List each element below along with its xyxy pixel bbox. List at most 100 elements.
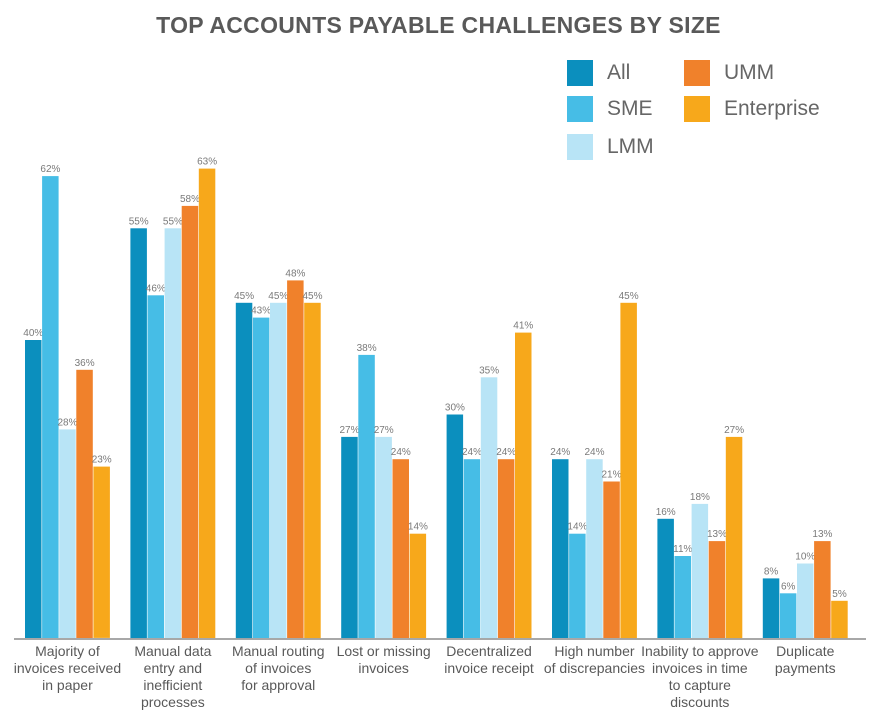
data-label: 21% [601, 470, 621, 481]
bar-lmm-1 [164, 228, 182, 639]
legend-item-enterprise: Enterprise [684, 96, 820, 122]
data-label: 55% [129, 216, 149, 227]
bar-all-5 [552, 459, 569, 638]
data-label: 24% [462, 447, 482, 458]
legend-label-umm: UMM [724, 61, 775, 84]
category-label: Lost or missing invoices [336, 643, 431, 676]
bar-enterprise-6 [725, 436, 743, 639]
category-label: Duplicate payments [774, 643, 836, 676]
data-label: 5% [832, 589, 847, 600]
bar-enterprise-5 [620, 302, 637, 639]
category-label: Majority of invoices received in paper [13, 643, 122, 693]
bar-sme-7 [779, 593, 797, 638]
data-label: 28% [57, 417, 77, 428]
bar-all-2 [235, 302, 253, 639]
data-label: 46% [146, 283, 166, 294]
legend-item-sme: SME [567, 96, 653, 122]
bar-sme-0 [42, 176, 59, 638]
bar-all-6 [657, 518, 674, 638]
data-label: 27% [374, 425, 394, 436]
data-label: 43% [251, 306, 271, 317]
data-label: 45% [302, 291, 322, 302]
bar-umm-3 [392, 459, 409, 638]
bar-umm-7 [814, 541, 831, 638]
bar-all-4 [446, 414, 464, 638]
bar-all-3 [341, 436, 358, 639]
bar-lmm-6 [691, 503, 709, 638]
data-label: 24% [496, 447, 516, 458]
bar-lmm-0 [59, 429, 76, 638]
bar-umm-1 [181, 205, 199, 638]
legend-label-sme: SME [607, 97, 653, 120]
bar-enterprise-4 [515, 332, 532, 638]
bar-lmm-5 [586, 459, 603, 638]
data-label: 45% [268, 291, 288, 302]
data-label: 24% [391, 447, 411, 458]
category-label: High number of discrepancies [543, 643, 646, 676]
data-label: 18% [690, 492, 710, 503]
bar-enterprise-7 [831, 600, 848, 639]
category-label: Manual routing of invoices for approval [231, 643, 325, 693]
legend-item-all: All [567, 60, 630, 86]
data-label: 23% [92, 455, 112, 466]
legend-swatch-umm [684, 60, 710, 86]
data-label: 24% [584, 447, 604, 458]
legend-label-lmm: LMM [607, 135, 654, 158]
bar-umm-0 [76, 369, 93, 638]
data-label: 30% [445, 403, 465, 414]
data-label: 40% [23, 328, 43, 339]
data-label: 8% [764, 566, 779, 577]
data-label: 41% [513, 321, 533, 332]
legend-label-all: All [607, 61, 631, 84]
bar-umm-6 [708, 541, 726, 638]
data-label: 63% [197, 157, 217, 168]
data-label: 13% [812, 529, 832, 540]
legend-swatch-all [567, 60, 593, 86]
bar-sme-3 [358, 354, 375, 638]
data-label: 45% [619, 291, 639, 302]
bar-all-0 [25, 340, 42, 638]
bar-lmm-2 [270, 302, 287, 639]
bar-sme-6 [674, 556, 691, 638]
bar-enterprise-0 [93, 466, 110, 638]
chart-title: TOP ACCOUNTS PAYABLE CHALLENGES BY SIZE [156, 12, 721, 38]
data-label: 27% [339, 425, 359, 436]
data-label: 10% [795, 552, 815, 563]
data-label: 58% [180, 194, 200, 205]
bar-all-7 [762, 578, 780, 638]
bar-sme-1 [147, 295, 164, 638]
legend-item-umm: UMM [684, 60, 774, 86]
bar-sme-5 [569, 533, 586, 638]
bar-lmm-7 [797, 563, 814, 638]
bar-all-1 [130, 228, 147, 639]
bar-enterprise-2 [304, 302, 321, 639]
data-label: 36% [75, 358, 95, 369]
data-label: 11% [673, 544, 692, 555]
data-label: 35% [479, 365, 499, 376]
legend-item-lmm: LMM [567, 134, 654, 160]
data-label: 24% [550, 447, 570, 458]
data-label: 16% [656, 507, 676, 518]
bar-enterprise-1 [198, 168, 216, 638]
data-label: 48% [285, 268, 305, 279]
bar-sme-2 [252, 317, 270, 638]
bar-lmm-4 [480, 377, 498, 639]
bar-umm-4 [497, 459, 515, 638]
data-label: 14% [567, 522, 587, 533]
legend-swatch-enterprise [684, 96, 710, 122]
bar-lmm-3 [375, 436, 392, 639]
legend-label-enterprise: Enterprise [724, 97, 820, 120]
bar-enterprise-3 [409, 533, 427, 638]
category-label: Decentralized invoice receipt [444, 643, 534, 676]
legend-swatch-lmm [567, 134, 593, 160]
bar-umm-5 [603, 481, 620, 638]
data-label: 55% [163, 216, 183, 227]
data-label: 13% [707, 529, 727, 540]
bar-sme-4 [463, 459, 481, 638]
data-label: 38% [357, 343, 377, 354]
data-label: 14% [408, 522, 428, 533]
data-label: 45% [234, 291, 254, 302]
data-label: 27% [724, 425, 744, 436]
data-label: 62% [40, 164, 60, 175]
